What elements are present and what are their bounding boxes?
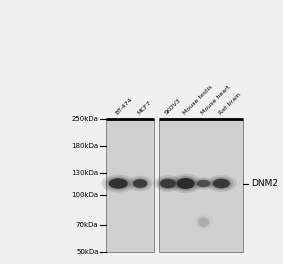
Ellipse shape: [170, 174, 202, 193]
Ellipse shape: [213, 179, 230, 188]
Text: 130kDa: 130kDa: [71, 170, 98, 176]
Ellipse shape: [198, 218, 209, 227]
Ellipse shape: [197, 180, 210, 187]
Ellipse shape: [212, 178, 231, 189]
Ellipse shape: [157, 177, 179, 190]
Text: 70kDa: 70kDa: [76, 221, 98, 228]
Text: 180kDa: 180kDa: [71, 144, 98, 149]
Text: Mouse testis: Mouse testis: [182, 85, 214, 116]
Ellipse shape: [196, 216, 211, 229]
Text: DNM2: DNM2: [251, 179, 278, 188]
Text: BT-474: BT-474: [115, 97, 134, 116]
Ellipse shape: [159, 178, 177, 189]
Ellipse shape: [105, 176, 132, 191]
Ellipse shape: [192, 177, 215, 190]
Text: Rat brain: Rat brain: [218, 92, 242, 116]
Text: SKOV3: SKOV3: [164, 98, 183, 116]
Ellipse shape: [196, 180, 211, 187]
Ellipse shape: [173, 176, 198, 191]
Text: Mouse heart: Mouse heart: [200, 85, 231, 116]
Ellipse shape: [198, 217, 209, 227]
Text: 100kDa: 100kDa: [71, 192, 98, 198]
Ellipse shape: [177, 178, 195, 189]
Ellipse shape: [194, 178, 213, 188]
Ellipse shape: [130, 177, 150, 190]
Ellipse shape: [194, 214, 213, 230]
Ellipse shape: [154, 175, 182, 192]
Ellipse shape: [133, 179, 147, 188]
Ellipse shape: [101, 175, 135, 193]
Ellipse shape: [176, 178, 196, 190]
Ellipse shape: [128, 176, 153, 191]
Text: MCF7: MCF7: [137, 100, 152, 116]
Text: 50kDa: 50kDa: [76, 249, 98, 255]
Ellipse shape: [109, 178, 128, 188]
Text: 250kDa: 250kDa: [72, 116, 98, 122]
Ellipse shape: [132, 179, 148, 188]
Ellipse shape: [206, 175, 237, 192]
Bar: [159, 119, 243, 252]
Ellipse shape: [160, 179, 176, 188]
Ellipse shape: [209, 177, 233, 190]
Ellipse shape: [108, 178, 129, 189]
Bar: [106, 119, 154, 252]
